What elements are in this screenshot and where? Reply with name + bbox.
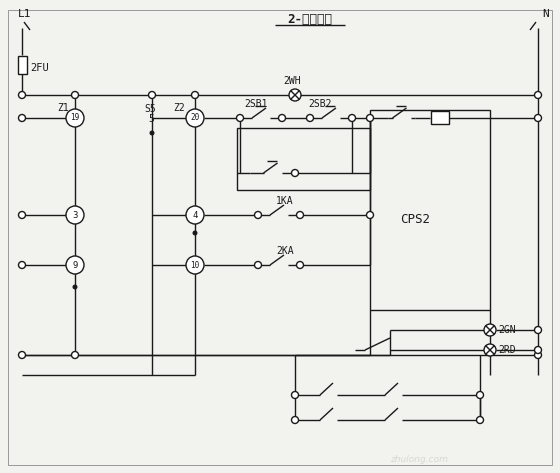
Circle shape [534,351,542,359]
Text: CPS2: CPS2 [400,213,430,227]
Circle shape [484,344,496,356]
Bar [237,128,370,190]
Text: 2SB2: 2SB2 [308,99,332,109]
Circle shape [66,109,84,127]
Circle shape [306,114,314,122]
Text: 2RD: 2RD [498,345,516,355]
Circle shape [72,91,78,98]
Circle shape [66,206,84,224]
Circle shape [18,91,26,98]
Text: Z1: Z1 [57,103,69,113]
Circle shape [66,256,84,274]
Circle shape [366,211,374,219]
Circle shape [186,256,204,274]
Circle shape [292,392,298,398]
Circle shape [186,109,204,127]
Circle shape [254,262,262,269]
Circle shape [150,131,155,135]
Circle shape [534,114,542,122]
Text: L1: L1 [18,9,31,19]
Text: 1KA: 1KA [276,196,293,206]
Text: 2FU: 2FU [30,63,49,73]
Bar [17,56,26,74]
Circle shape [18,262,26,269]
Circle shape [192,91,198,98]
Text: 20: 20 [190,114,199,123]
Circle shape [254,211,262,219]
Circle shape [477,392,483,398]
Circle shape [477,417,483,423]
Circle shape [534,347,542,353]
Circle shape [72,284,77,289]
Circle shape [534,91,542,98]
Text: 3: 3 [72,210,78,219]
Circle shape [72,351,78,359]
Text: 2-泵控制图: 2-泵控制图 [287,14,333,26]
Circle shape [296,211,304,219]
Text: zhulong.com: zhulong.com [390,455,448,464]
Text: N: N [542,9,549,19]
Text: 19: 19 [71,114,80,123]
Text: Z2: Z2 [173,103,185,113]
Text: 2KA: 2KA [276,246,293,256]
Circle shape [484,324,496,336]
Bar [370,110,490,310]
Circle shape [236,114,244,122]
Circle shape [534,326,542,333]
Text: 9: 9 [72,261,78,270]
Circle shape [18,114,26,122]
Circle shape [193,230,198,236]
Circle shape [348,114,356,122]
Text: 5: 5 [148,114,154,124]
Circle shape [18,351,26,359]
Text: 2SB1: 2SB1 [244,99,268,109]
Circle shape [289,89,301,101]
Circle shape [278,114,286,122]
Circle shape [366,114,374,122]
Circle shape [292,417,298,423]
Text: 2GN: 2GN [498,325,516,335]
Text: 10: 10 [190,261,199,270]
Circle shape [186,206,204,224]
Circle shape [292,169,298,176]
Circle shape [148,91,156,98]
Bar [431,112,449,124]
Text: 2WH: 2WH [283,76,301,86]
Text: S5: S5 [144,104,156,114]
Circle shape [18,211,26,219]
Text: 4: 4 [192,210,198,219]
Circle shape [296,262,304,269]
